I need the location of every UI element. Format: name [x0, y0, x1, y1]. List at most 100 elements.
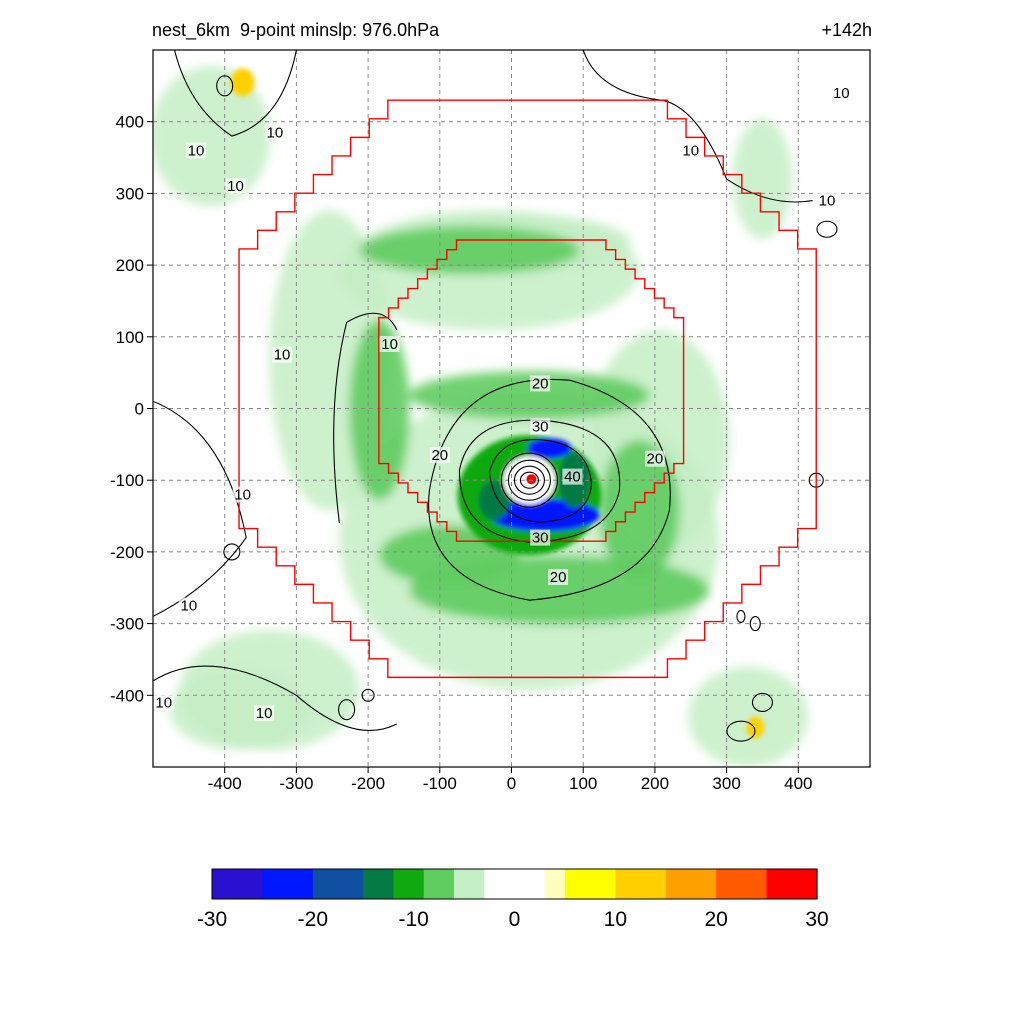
- contour-label-bg: [186, 142, 207, 159]
- colorbar-segment: [242, 869, 253, 899]
- contour-label: 10: [267, 124, 284, 141]
- x-tick-label: -300: [279, 774, 313, 793]
- field-core: [230, 68, 765, 739]
- contour-closed: [736, 609, 746, 623]
- colorbar-segment: [544, 869, 556, 899]
- contour-label: 20: [431, 447, 448, 464]
- contour-label-bg: [429, 447, 450, 464]
- plot-title: nest_6km 9-point minslp: 976.0hPa: [152, 20, 440, 40]
- colorbar-segment: [504, 869, 516, 899]
- colorbar-segment: [575, 869, 586, 899]
- colorbar-segment: [736, 869, 748, 899]
- colorbar-segment: [595, 869, 606, 899]
- colorbar-tick-label: -30: [197, 908, 227, 931]
- colorbar-segment: [655, 869, 667, 899]
- contour-label: 10: [274, 347, 291, 364]
- nest-boundary-inner: [378, 239, 685, 542]
- contour-label-bg: [272, 346, 293, 363]
- colorbar-segment: [443, 869, 455, 899]
- colorbar-segment: [433, 869, 445, 899]
- x-tick-label: 400: [784, 774, 812, 793]
- colorbar-segment: [726, 869, 737, 899]
- colorbar-segment: [454, 869, 465, 899]
- contour-label: 10: [234, 487, 251, 504]
- contour-label: 10: [181, 598, 198, 615]
- colorbar-segment: [292, 869, 304, 899]
- contour-label-bg: [562, 468, 583, 485]
- contour-lines: [153, 50, 838, 742]
- colorbar-segment: [363, 869, 374, 899]
- contour-label: 20: [532, 375, 549, 392]
- contour-label-bg: [644, 450, 665, 467]
- colorbar-segment: [403, 869, 415, 899]
- x-tick-label: 200: [641, 774, 669, 793]
- forecast-hour-label: +142h: [821, 20, 872, 40]
- field-blobs: [153, 66, 809, 767]
- x-tick-label: -200: [351, 774, 385, 793]
- colorbar-segment: [746, 869, 758, 899]
- colorbar-segment: [806, 869, 818, 899]
- colorbar-segment: [605, 869, 616, 899]
- colorbar-segment: [776, 869, 788, 899]
- colorbar-tick-label: 0: [509, 908, 521, 931]
- contour-label-bg: [264, 124, 285, 141]
- contour-ring-inner: [507, 459, 551, 501]
- contour-10-spiral: [333, 312, 398, 524]
- contour-ring-inner: [519, 471, 539, 489]
- colorbar-segment: [635, 869, 647, 899]
- contour-10-northwest: [173, 50, 297, 137]
- contour-ring-inner: [513, 465, 545, 495]
- contour-labels: 10 10 10 10 10 10 10 10 10 10 10 10 20 20 20 20 30 30 40: [153, 85, 852, 722]
- x-axis: -400 -300 -200 -100 0 100 200 300 400: [208, 767, 812, 793]
- colorbar-segment: [282, 869, 294, 899]
- colorbar-segment: [252, 869, 264, 899]
- colorbar-segment: [484, 869, 495, 899]
- colorbar-segment: [302, 869, 314, 899]
- colorbar-segment: [625, 869, 637, 899]
- colorbar-segment: [222, 869, 233, 899]
- contour-label-bg: [831, 85, 852, 102]
- contour-label: 10: [155, 694, 172, 711]
- contour-label: 40: [564, 469, 581, 486]
- contour-label: 10: [682, 142, 699, 159]
- contour-label-bg: [232, 486, 253, 503]
- y-tick-label: 400: [116, 113, 144, 132]
- colorbar-tick-label: -20: [298, 908, 328, 931]
- colorbar-segment: [524, 869, 536, 899]
- contour-label-bg: [530, 529, 551, 546]
- colorbar-segment: [534, 869, 546, 899]
- colorbar-segment: [272, 869, 284, 899]
- colorbar-segment: [554, 869, 566, 899]
- contour-20: [428, 378, 671, 601]
- colorbar-segment: [212, 869, 223, 899]
- colorbar-tick-label: 10: [604, 908, 627, 931]
- y-tick-label: 100: [116, 328, 144, 347]
- colorbar-segment: [766, 869, 778, 899]
- colorbar-segment: [474, 869, 485, 899]
- contour-label-bg: [225, 178, 246, 195]
- contour-label-bg: [530, 418, 551, 435]
- contour-label-bg: [816, 192, 837, 209]
- contour-closed: [338, 699, 356, 721]
- x-tick-label: -400: [208, 774, 242, 793]
- contour-label: 20: [550, 569, 567, 586]
- colorbar-segment: [383, 869, 395, 899]
- colorbar-segment: [514, 869, 526, 899]
- contour-closed: [816, 220, 838, 238]
- nest-boundaries: [238, 99, 817, 679]
- nest-boundary-outer: [238, 99, 817, 679]
- contour-label: 10: [227, 178, 244, 195]
- colorbar-segment: [716, 869, 727, 899]
- contour-closed: [749, 616, 761, 632]
- contour-10-west: [153, 400, 247, 617]
- x-tick-label: -100: [423, 774, 457, 793]
- colorbar-tick-label: -10: [398, 908, 428, 931]
- colorbar-tick-label: 30: [805, 908, 828, 931]
- contour-label: 10: [833, 85, 850, 102]
- x-tick-label: 300: [712, 774, 740, 793]
- x-tick-label: 100: [569, 774, 597, 793]
- contour-label-bg: [530, 375, 551, 392]
- y-tick-label: -300: [110, 615, 144, 634]
- y-tick-label: 200: [116, 256, 144, 275]
